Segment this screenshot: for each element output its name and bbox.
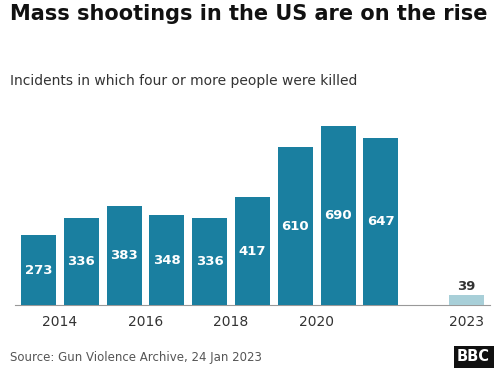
Bar — [106, 206, 142, 305]
Text: 273: 273 — [25, 263, 52, 276]
Bar — [235, 197, 270, 305]
Bar — [64, 218, 99, 305]
Text: 647: 647 — [367, 215, 394, 228]
Text: Mass shootings in the US are on the rise: Mass shootings in the US are on the rise — [10, 4, 488, 24]
Text: Incidents in which four or more people were killed: Incidents in which four or more people w… — [10, 74, 358, 88]
Text: Source: Gun Violence Archive, 24 Jan 2023: Source: Gun Violence Archive, 24 Jan 202… — [10, 351, 262, 364]
Bar — [150, 215, 184, 305]
Text: 690: 690 — [324, 209, 352, 222]
Bar — [320, 126, 356, 305]
Text: 417: 417 — [238, 245, 266, 258]
Bar — [192, 218, 228, 305]
Text: 348: 348 — [153, 254, 181, 267]
Bar — [364, 138, 398, 305]
Bar — [21, 235, 56, 305]
Text: 336: 336 — [196, 255, 224, 268]
Text: 336: 336 — [68, 255, 95, 268]
Text: 383: 383 — [110, 249, 138, 262]
Bar — [449, 295, 484, 305]
Text: 610: 610 — [282, 220, 309, 233]
Text: BBC: BBC — [457, 349, 490, 364]
Text: 39: 39 — [458, 280, 475, 293]
Bar — [278, 147, 313, 305]
